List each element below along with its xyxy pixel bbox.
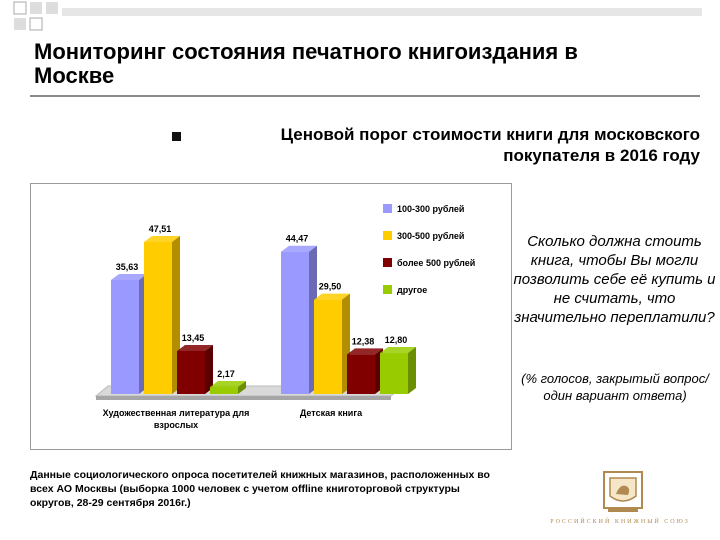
bar-0-2: [177, 350, 205, 394]
bar-top-0-0: [111, 273, 147, 280]
survey-question: Сколько должна стоить книга, чтобы Вы мо…: [513, 233, 716, 326]
category-label-0-1: взрослых: [154, 420, 198, 430]
bar-side-0-3: [238, 381, 246, 394]
title-divider: [30, 95, 700, 97]
russian-book-union-logo: [603, 471, 643, 512]
legend-label-3: другое: [397, 285, 427, 295]
bullet-square-icon: [172, 132, 181, 141]
bar-top-1-0: [281, 245, 317, 252]
bar-0-0: [111, 279, 139, 394]
category-label-1-0: Детская книга: [300, 408, 363, 418]
page-title: Мониторинг состояния печатного книгоизда…: [34, 39, 578, 88]
legend-swatch-1: [383, 231, 392, 240]
bar-top-0-2: [177, 344, 213, 351]
bar-top-0-1: [144, 235, 180, 242]
bar-0-1: [144, 241, 172, 394]
legend-swatch-3: [383, 285, 392, 294]
legend-label-0: 100-300 рублей: [397, 204, 464, 214]
chart-frame: 35,63 47,51 13,45 2,17 44,47 29,50 12,38 12,80 Х…: [30, 183, 512, 450]
bar-0-3: [210, 387, 238, 394]
data-label-1-0: 44,47: [286, 234, 309, 244]
bar-1-2: [347, 354, 375, 394]
chart-subtitle: Ценовой порог стоимости книги для москов…: [280, 125, 700, 165]
data-label-0-2: 13,45: [182, 333, 205, 343]
bar-1-3: [380, 353, 408, 394]
legend-label-1: 300-500 рублей: [397, 231, 464, 241]
logo-caption: РОССИЙСКИЙ КНИЖНЫЙ СОЮЗ: [550, 519, 690, 525]
price-threshold-chart: 35,63 47,51 13,45 2,17 44,47 29,50 12,38 12,80 Х…: [94, 204, 475, 430]
bar-top-1-1: [314, 293, 350, 300]
bar-top-1-2: [347, 348, 383, 355]
category-label-0-0: Художественная литература для: [103, 408, 250, 418]
data-label-0-0: 35,63: [116, 262, 139, 272]
data-label-1-3: 12,80: [385, 335, 408, 345]
bar-top-0-3: [210, 381, 246, 388]
legend-swatch-0: [383, 204, 392, 213]
decorative-squares: [13, 1, 702, 31]
chart-floor-edge: [96, 396, 391, 400]
bar-side-1-3: [408, 347, 416, 394]
bar-1-1: [314, 299, 342, 394]
bar-side-0-2: [205, 344, 213, 394]
bar-1-0: [281, 251, 309, 394]
legend-label-2: более 500 рублей: [397, 258, 475, 268]
legend-swatch-2: [383, 258, 392, 267]
survey-note: (% голосов, закрытый вопрос/один вариант…: [521, 371, 709, 403]
data-label-0-1: 47,51: [149, 224, 172, 234]
source-note: Данные социологического опроса посетител…: [30, 469, 490, 509]
data-label-1-1: 29,50: [319, 282, 342, 292]
data-label-1-2: 12,38: [352, 336, 375, 346]
bar-top-1-3: [380, 347, 416, 354]
data-label-0-3: 2,17: [217, 369, 235, 379]
